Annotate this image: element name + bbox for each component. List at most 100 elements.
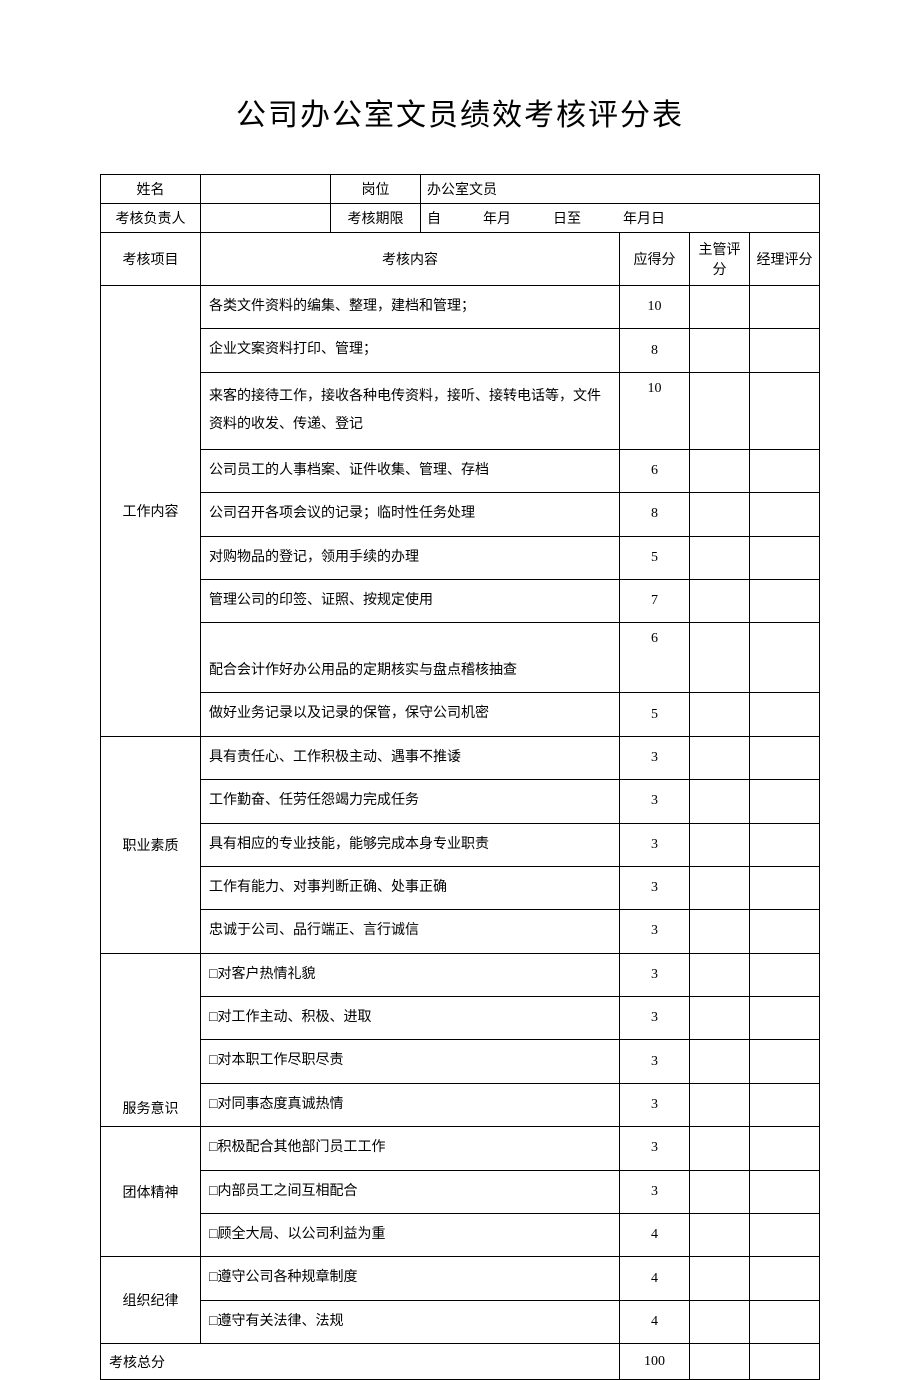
section-label-discipline: 组织纪律 (101, 1257, 201, 1344)
score-cell: 6 (620, 623, 690, 693)
col-item: 考核项目 (101, 233, 201, 286)
total-value: 100 (620, 1344, 690, 1380)
score-cell: 3 (620, 736, 690, 779)
col-max: 应得分 (620, 233, 690, 286)
manager-cell (750, 1300, 820, 1343)
score-cell: 3 (620, 1127, 690, 1170)
score-cell: 7 (620, 579, 690, 622)
score-cell: 4 (620, 1257, 690, 1300)
table-row: □顾全大局、以公司利益为重 (201, 1214, 620, 1257)
score-cell: 3 (620, 1083, 690, 1126)
manager-cell (750, 1040, 820, 1083)
score-cell: 10 (620, 372, 690, 449)
manager-cell (750, 997, 820, 1040)
supervisor-cell (690, 372, 750, 449)
supervisor-cell (690, 1040, 750, 1083)
table-row: □对工作主动、积极、进取 (201, 997, 620, 1040)
table-row: □遵守有关法律、法规 (201, 1300, 620, 1343)
section-label-service: 服务意识 (101, 953, 201, 1127)
manager-cell (750, 372, 820, 449)
value-position: 办公室文员 (421, 175, 820, 204)
total-label: 考核总分 (101, 1344, 620, 1380)
score-cell: 3 (620, 910, 690, 953)
table-row: □对同事态度真诚热情 (201, 1083, 620, 1126)
value-reviewer (201, 204, 331, 233)
manager-cell (750, 780, 820, 823)
page-title: 公司办公室文员绩效考核评分表 (100, 90, 820, 134)
manager-cell (750, 1257, 820, 1300)
supervisor-cell (690, 623, 750, 693)
table-row: □对客户热情礼貌 (201, 953, 620, 996)
supervisor-cell (690, 1257, 750, 1300)
label-period: 考核期限 (331, 204, 421, 233)
supervisor-cell (690, 1127, 750, 1170)
score-cell: 3 (620, 1040, 690, 1083)
score-cell: 6 (620, 449, 690, 492)
score-cell: 5 (620, 693, 690, 736)
supervisor-cell (690, 449, 750, 492)
table-row: □积极配合其他部门员工工作 (201, 1127, 620, 1170)
score-cell: 3 (620, 997, 690, 1040)
manager-cell (750, 866, 820, 909)
manager-cell (750, 1214, 820, 1257)
table-row: 忠诚于公司、品行端正、言行诚信 (201, 910, 620, 953)
manager-cell (750, 736, 820, 779)
table-row: 具有相应的专业技能，能够完成本身专业职责 (201, 823, 620, 866)
manager-cell (750, 910, 820, 953)
score-cell: 10 (620, 286, 690, 329)
table-row: 管理公司的印签、证照、按规定使用 (201, 579, 620, 622)
manager-cell (750, 1170, 820, 1213)
manager-cell (750, 623, 820, 693)
label-reviewer: 考核负责人 (101, 204, 201, 233)
score-cell: 8 (620, 329, 690, 372)
col-supervisor: 主管评分 (690, 233, 750, 286)
manager-cell (750, 1127, 820, 1170)
table-row: 来客的接待工作，接收各种电传资料，接听、接转电话等，文件资料的收发、传递、登记 (201, 372, 620, 449)
supervisor-cell (690, 579, 750, 622)
supervisor-cell (690, 1344, 750, 1380)
table-row: 公司员工的人事档案、证件收集、管理、存档 (201, 449, 620, 492)
table-row: 工作有能力、对事判断正确、处事正确 (201, 866, 620, 909)
supervisor-cell (690, 1214, 750, 1257)
section-label-team: 团体精神 (101, 1127, 201, 1257)
supervisor-cell (690, 536, 750, 579)
score-cell: 5 (620, 536, 690, 579)
supervisor-cell (690, 866, 750, 909)
manager-cell (750, 579, 820, 622)
supervisor-cell (690, 953, 750, 996)
supervisor-cell (690, 910, 750, 953)
score-cell: 3 (620, 953, 690, 996)
table-row: □遵守公司各种规章制度 (201, 1257, 620, 1300)
supervisor-cell (690, 693, 750, 736)
supervisor-cell (690, 1083, 750, 1126)
table-row: 配合会计作好办公用品的定期核实与盘点稽核抽查 (201, 623, 620, 693)
score-cell: 3 (620, 780, 690, 823)
manager-cell (750, 1083, 820, 1126)
table-row: □对本职工作尽职尽责 (201, 1040, 620, 1083)
manager-cell (750, 1344, 820, 1380)
table-row: 公司召开各项会议的记录；临时性任务处理 (201, 493, 620, 536)
table-row: 做好业务记录以及记录的保管，保守公司机密 (201, 693, 620, 736)
table-row: 对购物品的登记，领用手续的办理 (201, 536, 620, 579)
value-name (201, 175, 331, 204)
section-label-work: 工作内容 (101, 286, 201, 737)
supervisor-cell (690, 493, 750, 536)
manager-cell (750, 286, 820, 329)
score-cell: 8 (620, 493, 690, 536)
section-label-quality: 职业素质 (101, 736, 201, 953)
manager-cell (750, 953, 820, 996)
score-cell: 3 (620, 866, 690, 909)
value-period: 自 年月 日至 年月日 (421, 204, 820, 233)
supervisor-cell (690, 286, 750, 329)
supervisor-cell (690, 780, 750, 823)
supervisor-cell (690, 997, 750, 1040)
col-manager: 经理评分 (750, 233, 820, 286)
table-row: 企业文案资料打印、管理； (201, 329, 620, 372)
evaluation-table: 姓名 岗位 办公室文员 考核负责人 考核期限 自 年月 日至 年月日 考核项目 … (100, 174, 820, 1380)
supervisor-cell (690, 329, 750, 372)
score-cell: 4 (620, 1300, 690, 1343)
table-row: 各类文件资料的编集、整理，建档和管理； (201, 286, 620, 329)
score-cell: 4 (620, 1214, 690, 1257)
table-row: 具有责任心、工作积极主动、遇事不推诿 (201, 736, 620, 779)
label-position: 岗位 (331, 175, 421, 204)
